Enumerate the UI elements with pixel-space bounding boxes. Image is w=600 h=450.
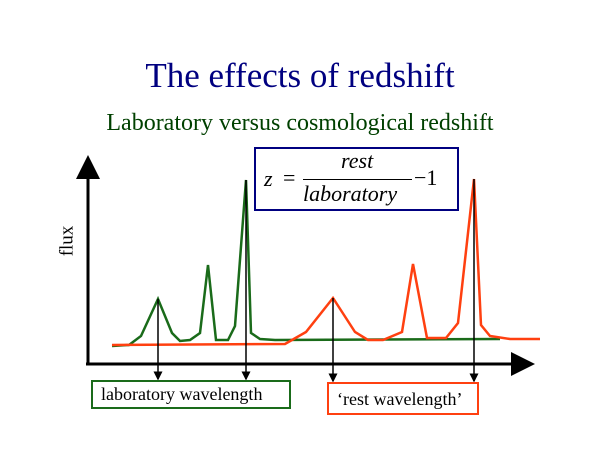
rest-spectrum bbox=[111, 178, 540, 347]
laboratory-spectrum bbox=[111, 179, 501, 348]
formula-numerator: rest bbox=[341, 148, 374, 173]
y-axis-label: flux bbox=[56, 225, 78, 257]
slide-title: The effects of redshift bbox=[145, 56, 455, 95]
fraction-bar bbox=[303, 179, 412, 180]
slide-subtitle: Laboratory versus cosmological redshift bbox=[106, 110, 494, 136]
laboratory-wavelength-label: laboratory wavelength bbox=[91, 380, 291, 409]
formula-equals: = bbox=[283, 165, 296, 190]
formula-z: z bbox=[264, 166, 273, 191]
formula-minus-one: −1 bbox=[414, 165, 438, 190]
formula-denominator: laboratory bbox=[303, 181, 398, 206]
rest-wavelength-label: ‘rest wavelength’ bbox=[327, 382, 479, 415]
redshift-formula: z = rest laboratory −1 bbox=[254, 147, 459, 211]
